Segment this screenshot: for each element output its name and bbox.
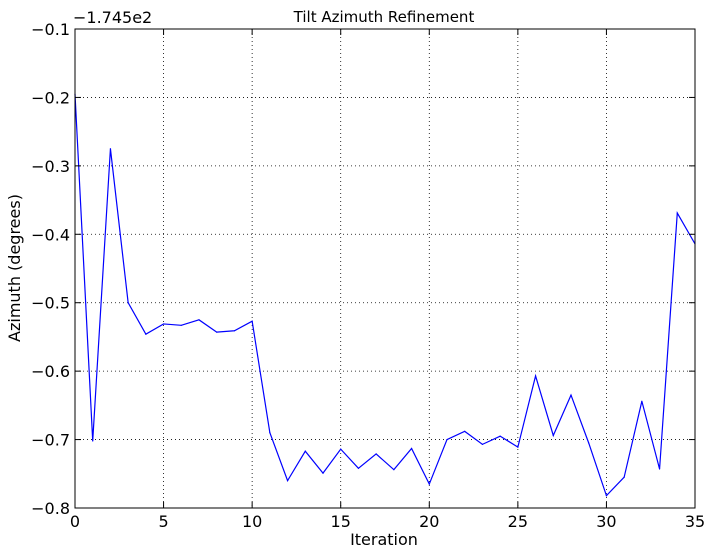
x-tick-label: 30 [596, 512, 616, 531]
data-point [251, 320, 253, 322]
data-point [92, 440, 94, 442]
data-point [322, 472, 324, 474]
x-tick-label: 20 [419, 512, 439, 531]
data-point [162, 323, 165, 325]
y-tick-label: −0.3 [31, 157, 70, 176]
data-point [676, 212, 678, 214]
data-point [428, 483, 430, 485]
chart-title: Tilt Azimuth Refinement [293, 8, 475, 26]
data-point [517, 446, 519, 448]
y-axis-label: Azimuth (degrees) [5, 194, 24, 342]
y-tick-label: −0.7 [31, 431, 70, 450]
data-point [127, 302, 129, 304]
y-tick-label: −0.2 [31, 88, 70, 107]
series-layer [74, 93, 696, 497]
data-point [588, 442, 590, 444]
x-tick-label: 15 [331, 512, 351, 531]
y-tick-labels: −0.1 −0.2 −0.3 −0.4 −0.5 −0.6 −0.7 −0.8 [31, 20, 70, 518]
data-point [393, 469, 395, 471]
y-tick-label: −0.6 [31, 362, 70, 381]
data-point [286, 480, 289, 482]
y-axis-offset-label: −1.745e2 [73, 8, 152, 27]
data-point [269, 432, 271, 434]
plot-frame [74, 28, 696, 509]
data-point [658, 468, 661, 470]
x-tick-label: 35 [685, 512, 705, 531]
y-tick-label: −0.5 [31, 294, 70, 313]
x-tick-label: 5 [158, 512, 168, 531]
y-tick-label: −0.4 [31, 225, 70, 244]
data-point [499, 435, 501, 437]
x-tick-label: 25 [508, 512, 528, 531]
x-tick-label: 10 [242, 512, 262, 531]
data-point [375, 453, 377, 455]
data-point [552, 434, 554, 437]
data-point [357, 467, 360, 469]
data-point [198, 319, 200, 321]
data-point [340, 448, 342, 450]
data-point [233, 330, 236, 332]
data-point [534, 375, 537, 377]
data-point [109, 148, 112, 150]
data-point [145, 333, 147, 335]
y-tick-label: −0.1 [31, 20, 70, 39]
y-tick-label: −0.8 [31, 499, 70, 518]
data-point [481, 443, 484, 445]
data-point [216, 331, 218, 333]
data-point [570, 394, 572, 396]
data-point [180, 324, 182, 326]
data-point [605, 495, 608, 497]
x-tick-labels: 0 5 10 15 20 25 30 35 [70, 512, 705, 531]
data-point [464, 430, 466, 432]
data-point [446, 438, 448, 441]
data-point [410, 447, 413, 450]
x-tick-label: 0 [70, 512, 80, 531]
data-point [641, 400, 643, 402]
data-point [623, 476, 625, 478]
tick-marks [74, 28, 696, 509]
data-point [304, 450, 306, 452]
x-axis-label: Iteration [350, 530, 418, 549]
series-line [74, 93, 696, 497]
